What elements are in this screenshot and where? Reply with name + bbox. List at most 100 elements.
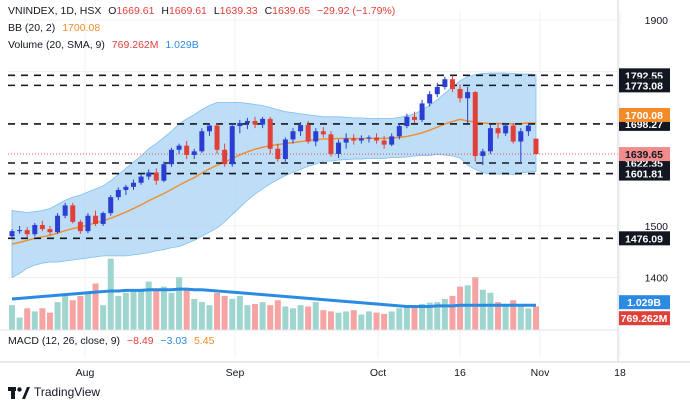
candle-body	[336, 142, 342, 154]
candle	[510, 123, 516, 144]
volume-bar	[312, 302, 319, 330]
candle	[32, 222, 38, 237]
candle	[123, 184, 129, 196]
price-level-label: 1476.09	[625, 233, 663, 245]
volume-bar	[153, 289, 160, 330]
candle-body	[358, 138, 364, 141]
price-tick-label: 1500	[645, 221, 669, 233]
candle	[77, 219, 83, 234]
volume-bar	[365, 311, 372, 330]
candle	[275, 143, 281, 162]
volume-bar	[198, 302, 205, 330]
high-label: H1669.61	[161, 5, 207, 17]
volume-bar	[252, 303, 259, 330]
volume-bar	[77, 295, 84, 330]
candle-body	[229, 126, 235, 165]
candle	[358, 135, 364, 144]
candle	[495, 123, 501, 139]
volume-bar	[115, 295, 122, 330]
candle	[176, 143, 182, 154]
volume-sma-label: 1.029B	[627, 297, 661, 309]
low-label: L1639.33	[213, 5, 258, 17]
candle	[206, 123, 212, 136]
candle	[252, 116, 258, 129]
candle-body	[313, 131, 319, 142]
volume-bar	[54, 302, 61, 330]
candle-body	[465, 92, 471, 99]
candle-body	[525, 125, 531, 132]
candle-body	[480, 151, 486, 156]
last-price-label: 1639.65	[625, 149, 663, 161]
candle	[503, 123, 509, 136]
volume-bar	[206, 305, 213, 330]
candle	[146, 169, 152, 180]
candle-body	[298, 125, 304, 132]
volume-bar	[388, 311, 395, 330]
volume-bar	[305, 306, 312, 330]
candle	[472, 91, 478, 162]
volume-legend[interactable]: Volume (20, SMA, 9) 769.262M 1.029B	[8, 39, 203, 51]
candle-body	[267, 118, 273, 149]
candle	[100, 211, 106, 226]
bb-legend[interactable]: BB (20, 2) 1700.08	[8, 22, 104, 34]
candle-body	[434, 86, 440, 95]
volume-bar	[31, 311, 38, 330]
volume-label: Volume (20, SMA, 9)	[8, 39, 105, 51]
candle	[191, 148, 197, 160]
candle	[237, 119, 243, 134]
candle	[222, 143, 228, 167]
time-tick-label: 16	[454, 367, 466, 379]
volume-bar	[457, 286, 464, 330]
symbol-label[interactable]: VNINDEX, 1D, HSX	[8, 5, 102, 17]
volume-bar	[464, 285, 471, 330]
volume-bar	[122, 292, 129, 330]
candle-body	[381, 140, 387, 145]
candle	[434, 82, 440, 98]
volume-bar	[533, 306, 539, 330]
candle	[199, 128, 205, 153]
candle	[305, 120, 311, 144]
candle-body	[503, 125, 509, 134]
volume-bar	[320, 310, 327, 330]
volume-bar	[274, 300, 281, 330]
candle-body	[487, 128, 493, 152]
volume-last-label: 769.262M	[621, 313, 668, 325]
volume-bar	[525, 308, 532, 330]
volume-bar	[373, 312, 380, 330]
candle	[419, 99, 425, 122]
volume-bar	[160, 286, 167, 330]
macd-legend[interactable]: MACD (12, 26, close, 9) −8.49 −3.03 5.45	[8, 335, 218, 347]
tradingview-logo[interactable]: TradingView	[8, 385, 100, 399]
volume-bar	[62, 295, 69, 330]
candle	[260, 116, 266, 129]
volume-bar	[517, 303, 524, 330]
candle-body	[320, 131, 326, 135]
volume-bar	[358, 314, 365, 330]
volume-sma-value: 1.029B	[165, 39, 199, 51]
bollinger-band	[11, 72, 537, 279]
volume-bar	[244, 305, 251, 330]
candle	[131, 179, 137, 190]
close-label: C1639.65	[264, 5, 311, 17]
candle-body	[290, 131, 296, 140]
volume-bar	[403, 306, 410, 330]
candle-body	[396, 126, 402, 137]
candle	[85, 213, 91, 234]
price-level-label: 1601.81	[625, 169, 663, 181]
volume-bar	[107, 258, 114, 330]
candle	[518, 128, 524, 164]
candle-body	[222, 149, 228, 165]
volume-bar	[343, 311, 350, 330]
volume-bar	[46, 312, 53, 330]
macd-value: −8.49	[126, 335, 154, 347]
candle-body	[411, 116, 417, 120]
candle	[480, 148, 486, 166]
candle	[533, 138, 539, 155]
price-level-label-bg	[619, 166, 670, 181]
candle	[47, 226, 53, 236]
candle-body	[100, 213, 106, 224]
candle-body	[131, 182, 137, 187]
candle	[449, 75, 455, 93]
